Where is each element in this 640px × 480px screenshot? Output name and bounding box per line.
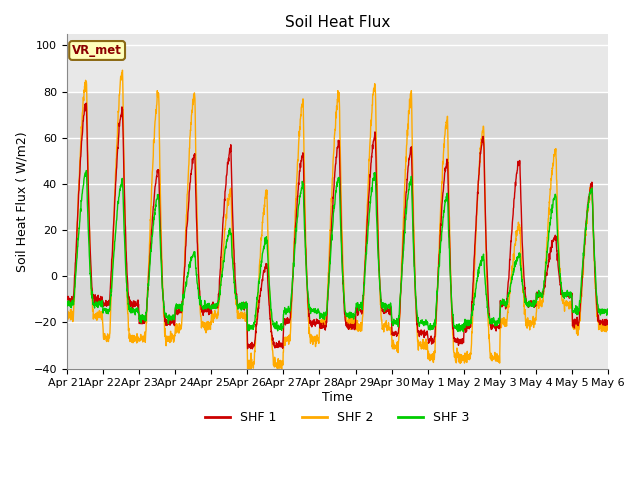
SHF 1 [557, 284, 564, 289]
Title: Soil Heat Flux: Soil Heat Flux [285, 15, 390, 30]
SHF 1 [214, 298, 222, 304]
Legend: SHF 1, SHF 2, SHF 3: SHF 1, SHF 2, SHF 3 [200, 406, 474, 429]
SHF 3 [365, 216, 372, 222]
Y-axis label: Soil Heat Flux ( W/m2): Soil Heat Flux ( W/m2) [15, 131, 28, 272]
SHF 2 [353, 318, 361, 324]
SHF 2 [604, 325, 612, 331]
SHF 2 [572, 323, 580, 329]
SHF 3 [83, 168, 90, 173]
SHF 3 [604, 307, 612, 313]
SHF 1 [353, 309, 361, 314]
SHF 3 [460, 329, 467, 335]
SHF 3 [214, 300, 222, 305]
SHF 2 [557, 284, 564, 289]
Line: SHF 3: SHF 3 [67, 170, 608, 332]
Line: SHF 2: SHF 2 [67, 70, 608, 372]
SHF 1 [83, 100, 90, 106]
SHF 2 [214, 312, 222, 318]
Bar [67, 92, 608, 323]
SHF 3 [557, 280, 564, 286]
Line: SHF 1: SHF 1 [67, 103, 608, 349]
SHF 1 [248, 346, 256, 352]
SHF 1 [495, 326, 503, 332]
SHF 1 [63, 296, 70, 301]
SHF 2 [118, 67, 126, 73]
X-axis label: Time: Time [322, 391, 353, 404]
SHF 1 [604, 318, 612, 324]
Text: VR_met: VR_met [72, 44, 122, 57]
SHF 2 [278, 369, 285, 374]
SHF 3 [572, 303, 580, 309]
SHF 3 [495, 319, 503, 325]
SHF 2 [495, 354, 503, 360]
SHF 2 [365, 158, 373, 164]
SHF 3 [353, 304, 361, 310]
SHF 2 [63, 316, 70, 322]
SHF 3 [63, 301, 70, 307]
SHF 1 [365, 188, 373, 193]
SHF 1 [572, 318, 580, 324]
